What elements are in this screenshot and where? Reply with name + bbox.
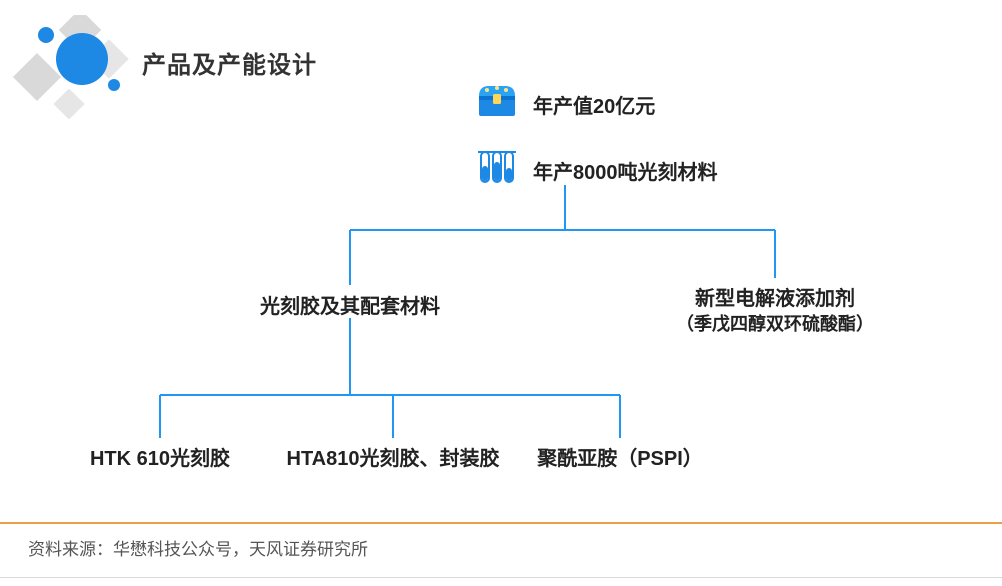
node-output-value: 年产值20亿元: [475, 82, 655, 127]
tree-diagram: 年产值20亿元 年产8000吨光刻材料 光刻胶及其配套材料 新型电解液添加剂 （…: [0, 0, 1002, 520]
node-output-value-label: 年产值20亿元: [533, 90, 655, 119]
node-leaf-htk610: HTK 610光刻胶: [90, 442, 230, 471]
node-leaf-hta810: HTA810光刻胶、封装胶: [287, 442, 500, 471]
test-tubes-icon: [475, 148, 519, 193]
node-branch-photoresist: 光刻胶及其配套材料: [260, 290, 440, 319]
footer-rule: [0, 522, 1002, 524]
footer-rule-bottom: [0, 577, 1002, 578]
footer-source: 资料来源：华懋科技公众号，天风证券研究所: [28, 535, 368, 560]
node-capacity-label: 年产8000吨光刻材料: [533, 156, 718, 185]
node-leaf-pspi: 聚酰亚胺（PSPI）: [537, 442, 703, 471]
node-branch-electrolyte-line2: （季戊四醇双环硫酸酯）: [676, 311, 874, 338]
node-branch-electrolyte-line1: 新型电解液添加剂: [676, 282, 874, 311]
treasure-chest-icon: [475, 82, 519, 127]
node-capacity: 年产8000吨光刻材料: [475, 148, 718, 193]
node-branch-electrolyte: 新型电解液添加剂 （季戊四醇双环硫酸酯）: [676, 282, 874, 338]
